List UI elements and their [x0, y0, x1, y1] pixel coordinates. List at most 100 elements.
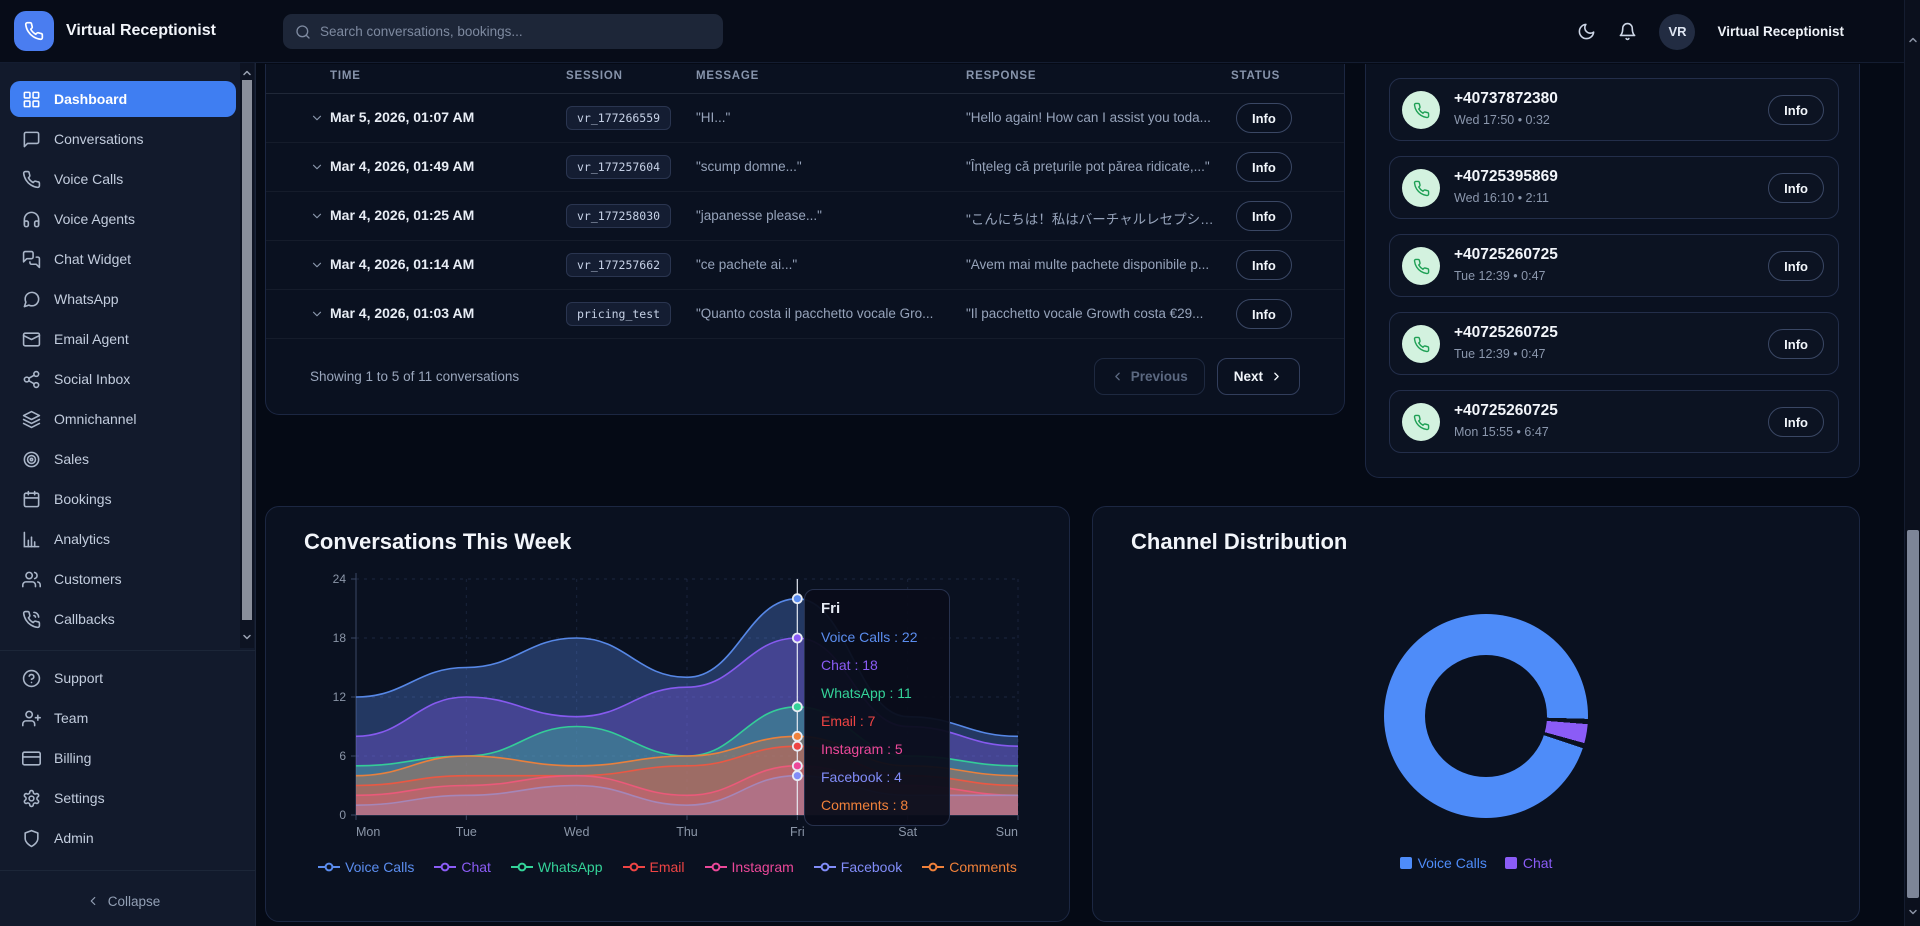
sidebar-secondary-nav: Support Team Billing Settings Admin: [10, 660, 236, 860]
sidebar-item-analytics[interactable]: Analytics: [10, 521, 236, 557]
column-header-time: TIME: [330, 70, 361, 82]
notifications-button[interactable]: [1618, 22, 1637, 41]
collapse-sidebar-button[interactable]: Collapse: [10, 885, 236, 917]
table-row[interactable]: Mar 4, 2026, 01:49 AM vr_177257604 "scum…: [266, 143, 1344, 192]
chart-title: Conversations This Week: [304, 529, 572, 554]
sidebar-item-voice-agents[interactable]: Voice Agents: [10, 201, 236, 237]
user-avatar[interactable]: VR: [1659, 13, 1696, 50]
info-button[interactable]: Info: [1768, 251, 1824, 281]
chevron-up-icon[interactable]: [1905, 34, 1920, 46]
sidebar-item-callbacks[interactable]: Callbacks: [10, 601, 236, 637]
legend-item[interactable]: Instagram: [704, 859, 794, 875]
tooltip-entry: Comments : 8: [821, 797, 909, 813]
info-button[interactable]: Info: [1236, 250, 1292, 280]
sidebar-item-bookings[interactable]: Bookings: [10, 481, 236, 517]
search-bar[interactable]: [283, 14, 723, 49]
tooltip-entry: Email : 7: [821, 713, 876, 729]
sidebar-item-admin[interactable]: Admin: [10, 820, 236, 856]
chevron-down-icon[interactable]: [310, 307, 324, 321]
phone-icon: [1402, 169, 1440, 207]
table-header: TIME SESSION MESSAGE RESPONSE STATUS: [266, 64, 1344, 94]
svg-text:Sun: Sun: [996, 825, 1018, 839]
info-button[interactable]: Info: [1236, 201, 1292, 231]
call-list-item[interactable]: +40737872380 Wed 17:50 • 0:32 Info: [1389, 78, 1839, 141]
calendar-icon: [22, 490, 41, 509]
legend-item[interactable]: Voice Calls: [318, 859, 414, 875]
topbar-actions: VR Virtual Receptionist: [1577, 0, 1844, 63]
svg-text:Wed: Wed: [564, 825, 590, 839]
info-button[interactable]: Info: [1768, 95, 1824, 125]
donut-chart[interactable]: [1384, 614, 1588, 818]
sidebar-item-dashboard[interactable]: Dashboard: [10, 81, 236, 117]
sidebar-item-support[interactable]: Support: [10, 660, 236, 696]
search-input[interactable]: [320, 24, 711, 39]
previous-page-button[interactable]: Previous: [1093, 357, 1205, 395]
page-scrollbar[interactable]: [1904, 0, 1920, 926]
sidebar-item-sales[interactable]: Sales: [10, 441, 236, 477]
table-row[interactable]: Mar 4, 2026, 01:14 AM vr_177257662 "ce p…: [266, 241, 1344, 290]
table-row[interactable]: Mar 5, 2026, 01:07 AM vr_177266559 "HI..…: [266, 94, 1344, 143]
cell-response: "こんにちは！私はバーチャルレセプショ...: [966, 212, 1224, 227]
sidebar-item-settings[interactable]: Settings: [10, 780, 236, 816]
call-number: +40725260725: [1454, 246, 1558, 263]
theme-toggle-button[interactable]: [1577, 22, 1596, 41]
next-page-button[interactable]: Next: [1216, 357, 1300, 395]
sidebar-item-social-inbox[interactable]: Social Inbox: [10, 361, 236, 397]
sidebar-item-email-agent[interactable]: Email Agent: [10, 321, 236, 357]
chevron-down-icon[interactable]: [310, 111, 324, 125]
call-list-item[interactable]: +40725395869 Wed 16:10 • 2:11 Info: [1389, 156, 1839, 219]
table-row[interactable]: Mar 4, 2026, 01:25 AM vr_177258030 "japa…: [266, 192, 1344, 241]
chevron-up-icon[interactable]: [240, 67, 254, 79]
target-icon: [22, 450, 41, 469]
call-list-item[interactable]: +40725260725 Tue 12:39 • 0:47 Info: [1389, 234, 1839, 297]
cell-message: "japanesse please...": [696, 208, 822, 223]
chevron-down-icon[interactable]: [1905, 906, 1920, 918]
phone-icon: [22, 170, 41, 189]
legend-item[interactable]: WhatsApp: [510, 859, 603, 875]
chevron-down-icon[interactable]: [310, 209, 324, 223]
cell-message: "Quanto costa il pacchetto vocale Gro...: [696, 306, 934, 321]
chevron-down-icon[interactable]: [240, 631, 254, 643]
page-scrollbar-thumb[interactable]: [1907, 530, 1919, 898]
legend-item[interactable]: Chat: [434, 859, 491, 875]
legend-item[interactable]: Email: [622, 859, 685, 875]
sidebar-item-voice-calls[interactable]: Voice Calls: [10, 161, 236, 197]
svg-text:Tue: Tue: [456, 825, 477, 839]
sidebar-item-customers[interactable]: Customers: [10, 561, 236, 597]
chevron-down-icon[interactable]: [310, 258, 324, 272]
sidebar-scrollbar-thumb[interactable]: [242, 80, 252, 620]
info-button[interactable]: Info: [1236, 103, 1292, 133]
sidebar-item-omnichannel[interactable]: Omnichannel: [10, 401, 236, 437]
info-button[interactable]: Info: [1768, 407, 1824, 437]
sidebar-item-whatsapp[interactable]: WhatsApp: [10, 281, 236, 317]
table-row[interactable]: Mar 4, 2026, 01:03 AM pricing_test "Quan…: [266, 290, 1344, 339]
info-button[interactable]: Info: [1236, 299, 1292, 329]
info-button[interactable]: Info: [1768, 173, 1824, 203]
chart-title: Channel Distribution: [1131, 529, 1348, 554]
legend-item[interactable]: Comments: [922, 859, 1017, 875]
donut-legend: Voice Calls Chat: [1093, 855, 1859, 871]
topbar: Virtual Receptionist VR Virtual Receptio…: [0, 0, 1904, 63]
sidebar-item-chat-widget[interactable]: Chat Widget: [10, 241, 236, 277]
legend-item[interactable]: Voice Calls: [1399, 855, 1487, 871]
chevron-down-icon[interactable]: [310, 160, 324, 174]
session-badge: vr_177258030: [566, 204, 672, 228]
brand: Virtual Receptionist: [14, 11, 216, 51]
legend-item[interactable]: Facebook: [813, 859, 903, 875]
call-meta: Mon 15:55 • 6:47: [1454, 425, 1549, 439]
call-list-item[interactable]: +40725260725 Tue 12:39 • 0:47 Info: [1389, 312, 1839, 375]
phone-icon: [1402, 91, 1440, 129]
sidebar-item-team[interactable]: Team: [10, 700, 236, 736]
call-number: +40725395869: [1454, 168, 1558, 185]
legend-label: Facebook: [840, 859, 903, 875]
call-number: +40737872380: [1454, 90, 1558, 107]
info-button[interactable]: Info: [1768, 329, 1824, 359]
legend-swatch: [1399, 857, 1412, 869]
call-list-item[interactable]: +40725260725 Mon 15:55 • 6:47 Info: [1389, 390, 1839, 453]
info-button[interactable]: Info: [1236, 152, 1292, 182]
sidebar-scrollbar[interactable]: [240, 63, 254, 648]
sidebar-item-billing[interactable]: Billing: [10, 740, 236, 776]
sidebar-item-conversations[interactable]: Conversations: [10, 121, 236, 157]
legend-item[interactable]: Chat: [1504, 855, 1552, 871]
